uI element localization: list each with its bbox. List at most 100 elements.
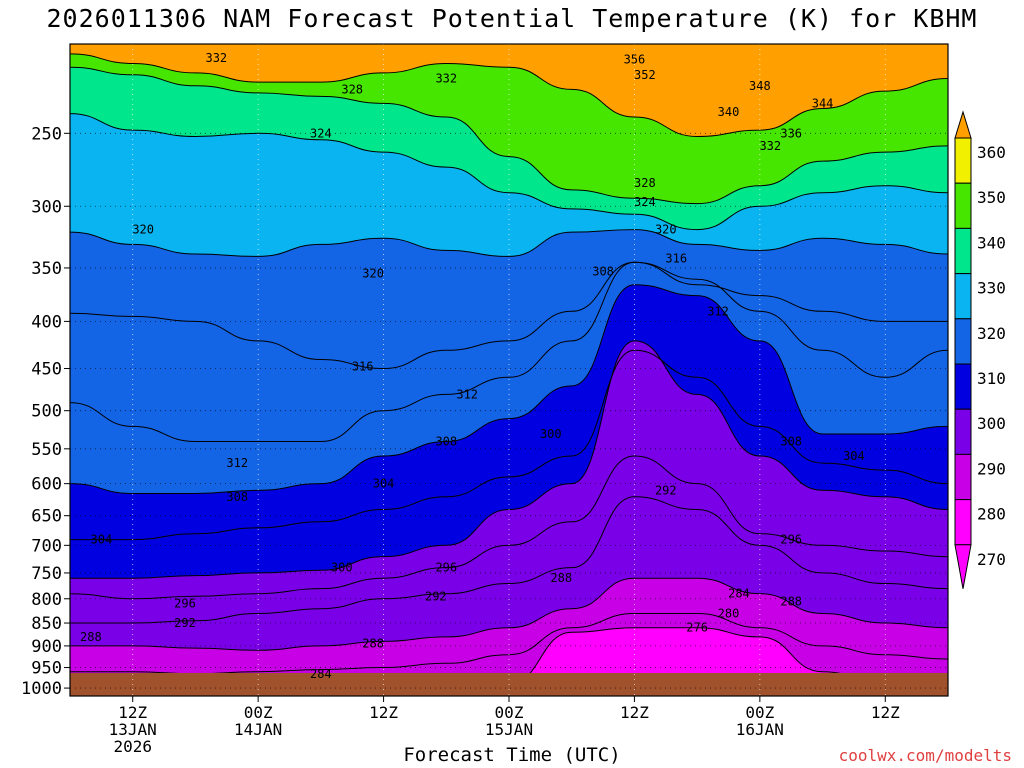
x-tick-label: 15JAN	[485, 720, 533, 739]
y-tick-label: 400	[31, 312, 62, 332]
contour-label: 308	[226, 490, 248, 504]
x-tick-label: 14JAN	[234, 720, 282, 739]
contour-label: 340	[718, 105, 740, 119]
colorbar-bottom-arrow	[954, 544, 972, 589]
contour-label: 344	[812, 96, 834, 110]
contour-label: 336	[780, 126, 802, 140]
contour-label: 312	[707, 304, 729, 318]
contour-label: 284	[728, 587, 750, 601]
contour-label: 304	[91, 533, 113, 547]
contour-label: 308	[435, 434, 457, 448]
colorbar-label: 320	[977, 324, 1006, 343]
colorbar-band	[954, 363, 972, 410]
isentrope-292	[70, 496, 948, 624]
y-tick-label: 850	[31, 614, 62, 634]
y-tick-label: 550	[31, 440, 62, 460]
y-tick-label: 450	[31, 360, 62, 380]
x-tick-label: 00Z	[495, 703, 524, 722]
x-axis-label: Forecast Time (UTC)	[403, 744, 621, 766]
colorbar-label: 290	[977, 459, 1006, 478]
colorbar: 360 350 340 330 320 310 300 290 280 270	[954, 110, 1006, 589]
contour-label: 300	[540, 427, 562, 441]
x-tick-label: 00Z	[244, 703, 273, 722]
isentrope-316	[70, 261, 948, 370]
y-tick-label: 750	[31, 564, 62, 584]
y-tick-label: 300	[31, 197, 62, 217]
grid-lines	[70, 44, 948, 696]
contour-label: 332	[205, 51, 227, 65]
colorbar-label: 310	[977, 369, 1006, 388]
isentrope-312	[70, 261, 948, 442]
y-axis: 250 300 350 400 450 500 550 600 650 700 750 800 850 9…	[21, 124, 70, 699]
contour-label: 300	[331, 561, 353, 575]
colorbar-band	[954, 318, 972, 365]
x-tick-label: 16JAN	[736, 720, 784, 739]
contour-label: 280	[718, 607, 740, 621]
y-tick-label: 950	[31, 659, 62, 679]
contour-label: 296	[780, 533, 802, 547]
contour-label: 320	[362, 267, 384, 281]
colorbar-label: 280	[977, 505, 1006, 524]
contour-label: 284	[310, 667, 332, 681]
colorbar-top-arrow	[954, 110, 972, 139]
contour-label: 308	[780, 434, 802, 448]
colorbar-label: 330	[977, 279, 1006, 298]
colorbar-label: 340	[977, 233, 1006, 252]
contour-label: 332	[435, 71, 457, 85]
contour-label: 292	[174, 616, 196, 630]
contour-label: 352	[634, 68, 656, 82]
contour-labels: 3563523483443403363323323323283283243243…	[80, 51, 865, 681]
y-tick-label: 250	[31, 124, 62, 144]
contour-label: 304	[373, 477, 395, 491]
y-tick-label: 1000	[21, 679, 62, 699]
y-tick-label: 900	[31, 637, 62, 657]
isentrope-344	[70, 53, 948, 138]
x-tick-label: 12Z	[620, 703, 649, 722]
isentrope-320	[70, 229, 948, 257]
colorbar-band	[954, 182, 972, 229]
isentrope-332	[70, 66, 948, 205]
contour-label: 316	[352, 360, 374, 374]
contour-label: 288	[80, 630, 102, 644]
contour-label: 308	[592, 264, 614, 278]
y-tick-label: 500	[31, 402, 62, 422]
y-tick-label: 800	[31, 590, 62, 610]
contour-label: 320	[132, 223, 154, 237]
colorbar-band	[954, 499, 972, 546]
x-tick-label: 12Z	[369, 703, 398, 722]
y-tick-label: 650	[31, 507, 62, 527]
isentrope-296	[70, 455, 948, 600]
colorbar-label: 360	[977, 143, 1006, 162]
y-tick-label: 700	[31, 536, 62, 556]
contour-label: 324	[310, 126, 332, 140]
contour-label: 332	[759, 139, 781, 153]
contour-label: 276	[686, 621, 708, 635]
colorbar-label: 300	[977, 414, 1006, 433]
isentrope-324	[70, 113, 948, 231]
colorbar-label: 350	[977, 188, 1006, 207]
contour-label: 296	[435, 561, 457, 575]
contour-label: 328	[634, 176, 656, 190]
colorbar-band	[954, 273, 972, 320]
colorbar-label: 270	[977, 550, 1006, 569]
contour-label: 348	[749, 79, 771, 93]
contour-label: 292	[425, 589, 447, 603]
x-tick-label: 2026	[113, 737, 152, 756]
colorbar-band	[954, 453, 972, 501]
chart-title: 2026011306 NAM Forecast Potential Temper…	[46, 4, 978, 33]
contour-label: 292	[655, 483, 677, 497]
isentrope-304	[70, 349, 948, 541]
contour-label: 288	[780, 594, 802, 608]
contour-label: 328	[341, 82, 363, 96]
contour-label: 312	[456, 387, 478, 401]
colorbar-band	[954, 408, 972, 455]
contour-label: 312	[226, 456, 248, 470]
contour-label: 324	[634, 195, 656, 209]
x-tick-label: 00Z	[745, 703, 774, 722]
x-tick-label: 12Z	[871, 703, 900, 722]
credit-text: coolwx.com/modelts	[838, 746, 1012, 765]
contour-label: 320	[655, 223, 677, 237]
colorbar-band	[954, 137, 972, 184]
